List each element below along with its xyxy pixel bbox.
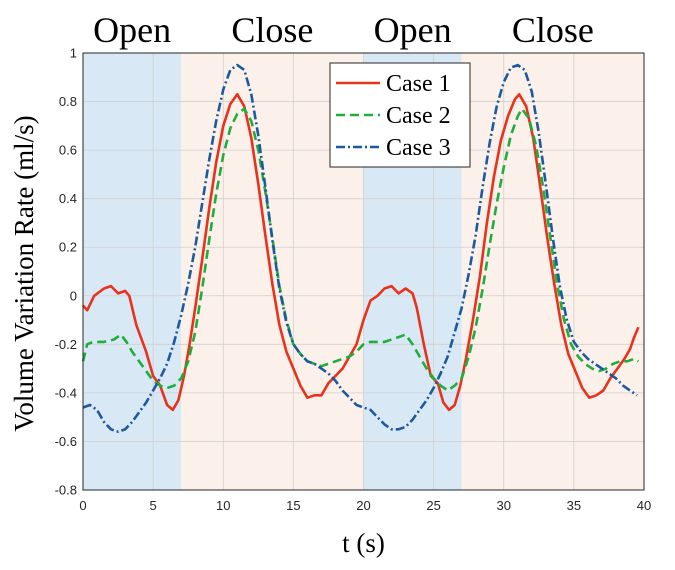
x-tick-label: 25 — [426, 498, 440, 513]
x-tick-label: 0 — [79, 498, 86, 513]
x-tick-label: 20 — [356, 498, 370, 513]
phase-label: Open — [93, 10, 171, 50]
legend-label: Case 3 — [386, 135, 451, 161]
phase-labels: Open Close Open Close — [93, 10, 594, 50]
y-tick-labels: -0.8 -0.6 -0.4 -0.2 0 0.2 0.4 0.6 0.8 1 — [55, 46, 77, 498]
y-tick-label: 0.4 — [59, 191, 77, 206]
y-tick-label: -0.6 — [55, 434, 77, 449]
y-tick-label: 0 — [70, 288, 77, 303]
y-axis-label: Volume Variation Rate (ml/s) — [9, 115, 39, 431]
x-tick-label: 40 — [637, 498, 651, 513]
phase-label: Open — [374, 10, 452, 50]
plot-frame — [82, 52, 645, 491]
y-tick-label: -0.8 — [55, 483, 77, 498]
x-tick-label: 30 — [497, 498, 511, 513]
y-tick-label: 0.8 — [59, 94, 77, 109]
x-axis-label: t (s) — [342, 528, 385, 558]
y-tick-label: 0.6 — [59, 143, 77, 158]
x-tick-label: 35 — [567, 498, 581, 513]
x-tick-label: 5 — [150, 498, 157, 513]
legend-label: Case 1 — [386, 71, 451, 97]
y-tick-label: 0.2 — [59, 240, 77, 255]
series-line-case-3 — [82, 63, 638, 433]
y-tick-label: -0.4 — [55, 385, 77, 400]
x-tick-label: 10 — [216, 498, 230, 513]
series-line-case-1 — [82, 93, 640, 412]
phase-band — [83, 53, 182, 490]
y-tick-label: 1 — [70, 46, 77, 61]
series-line-case-2 — [81, 107, 640, 392]
legend-label: Case 2 — [386, 103, 451, 129]
phase-label: Close — [512, 10, 594, 50]
phase-label: Close — [231, 10, 313, 50]
x-tick-label: 15 — [286, 498, 300, 513]
y-tick-label: -0.2 — [55, 337, 77, 352]
series-lines — [81, 63, 640, 433]
x-tick-labels: 0 5 10 15 20 25 30 35 40 — [79, 498, 651, 513]
legend: Case 1 Case 2 Case 3 — [329, 62, 471, 168]
